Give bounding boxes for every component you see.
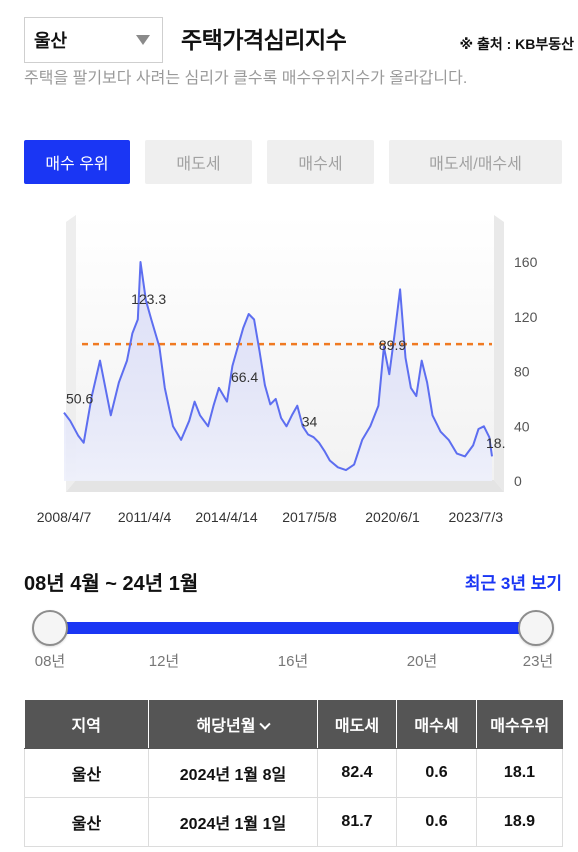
table-row: 울산 2024년 1월 8일 82.4 0.6 18.1 bbox=[24, 748, 563, 798]
tab-selling-buying[interactable]: 매도세/매수세 bbox=[389, 140, 562, 184]
chart-x-tick-label: 2017/5/8 bbox=[282, 509, 337, 525]
slider-tick-label: 20년 bbox=[406, 653, 438, 670]
description: 주택을 팔기보다 사려는 심리가 클수록 매수우위지수가 올라갑니다. bbox=[24, 70, 468, 87]
chart-y-tick-label: 160 bbox=[514, 254, 538, 270]
cell-date: 2024년 1월 1일 bbox=[148, 797, 318, 847]
col-header-buy: 매수세 bbox=[396, 700, 477, 749]
col-header-buy-dominance: 매수우위 bbox=[476, 700, 563, 749]
index-tabs: 매수 우위 매도세 매수세 매도세/매수세 bbox=[24, 140, 562, 184]
region-select[interactable]: 울산 bbox=[24, 17, 163, 63]
chart-y-tick-label: 40 bbox=[514, 418, 530, 434]
chart-y-tick-label: 120 bbox=[514, 309, 538, 325]
chart-x-tick-label: 2011/4/4 bbox=[118, 509, 172, 525]
chart-x-tick-label: 2023/7/3 bbox=[449, 509, 504, 525]
chart: 50.6 123.3 66.4 34 89.9 18. 0 40 80 120 160 2008/… bbox=[0, 200, 578, 540]
chart-y-tick-label: 80 bbox=[514, 364, 530, 380]
source-note: ※ 출처 : KB부동산 bbox=[459, 36, 574, 52]
slider-tick-label: 23년 bbox=[522, 653, 554, 670]
chart-svg: 50.6 123.3 66.4 34 89.9 18. 0 40 80 120 160 2008/… bbox=[37, 215, 538, 525]
chart-x-tick-label: 2014/4/14 bbox=[195, 509, 257, 525]
chart-area bbox=[64, 262, 492, 481]
chart-floor bbox=[66, 480, 504, 492]
range-label: 08년 4월 ~ 24년 1월 bbox=[24, 573, 199, 595]
table-header-row: 지역 해당년월 매도세 매수세 매수우위 bbox=[24, 700, 563, 749]
region-select-value: 울산 bbox=[34, 31, 68, 51]
cell-buy: 0.6 bbox=[396, 797, 477, 847]
cell-date: 2024년 1월 8일 bbox=[148, 748, 318, 798]
chart-data-label: 66.4 bbox=[231, 369, 258, 385]
header: 울산 주택가격심리지수 ※ 출처 : KB부동산 bbox=[24, 17, 578, 63]
chart-data-label: 89.9 bbox=[379, 337, 406, 353]
chart-data-label: 18. bbox=[486, 435, 505, 451]
col-header-sell: 매도세 bbox=[317, 700, 397, 749]
slider-tick-label: 12년 bbox=[148, 653, 180, 670]
slider-track[interactable] bbox=[50, 622, 536, 634]
cell-sell: 81.7 bbox=[317, 797, 397, 847]
table-row: 울산 2024년 1월 1일 81.7 0.6 18.9 bbox=[24, 797, 563, 847]
chart-data-label: 123.3 bbox=[131, 291, 166, 307]
slider-start-handle[interactable] bbox=[32, 610, 68, 646]
col-header-date[interactable]: 해당년월 bbox=[148, 700, 318, 749]
tab-buying[interactable]: 매수세 bbox=[267, 140, 374, 184]
slider-end-handle[interactable] bbox=[518, 610, 554, 646]
cell-sell: 82.4 bbox=[317, 748, 397, 798]
data-table: 지역 해당년월 매도세 매수세 매수우위 울산 2024년 1월 8일 82.4… bbox=[24, 700, 563, 847]
tab-buy-dominance[interactable]: 매수 우위 bbox=[24, 140, 130, 184]
chart-series-line bbox=[63, 261, 493, 472]
cell-buy-dominance: 18.1 bbox=[476, 748, 563, 798]
chart-right-wall bbox=[494, 215, 504, 492]
cell-region: 울산 bbox=[24, 748, 149, 798]
chevron-down-icon bbox=[259, 718, 272, 730]
col-header-region: 지역 bbox=[24, 700, 149, 749]
period-slider: 08년 12년 16년 20년 23년 bbox=[32, 610, 556, 680]
chart-y-tick-label: 0 bbox=[514, 473, 522, 489]
cell-buy: 0.6 bbox=[396, 748, 477, 798]
cell-region: 울산 bbox=[24, 797, 149, 847]
chevron-down-icon bbox=[136, 35, 150, 45]
chart-x-tick-label: 2020/6/1 bbox=[365, 509, 420, 525]
cell-buy-dominance: 18.9 bbox=[476, 797, 563, 847]
page-title: 주택가격심리지수 bbox=[181, 27, 347, 53]
slider-tick-label: 08년 bbox=[34, 653, 66, 670]
recent-3-years-link[interactable]: 최근 3년 보기 bbox=[464, 574, 562, 593]
range-row: 08년 4월 ~ 24년 1월 최근 3년 보기 bbox=[24, 567, 562, 597]
tab-selling[interactable]: 매도세 bbox=[145, 140, 252, 184]
slider-tick-label: 16년 bbox=[277, 653, 309, 670]
chart-data-label: 50.6 bbox=[66, 391, 93, 407]
chart-data-label: 34 bbox=[302, 413, 318, 429]
chart-x-tick-label: 2008/4/7 bbox=[37, 509, 92, 525]
